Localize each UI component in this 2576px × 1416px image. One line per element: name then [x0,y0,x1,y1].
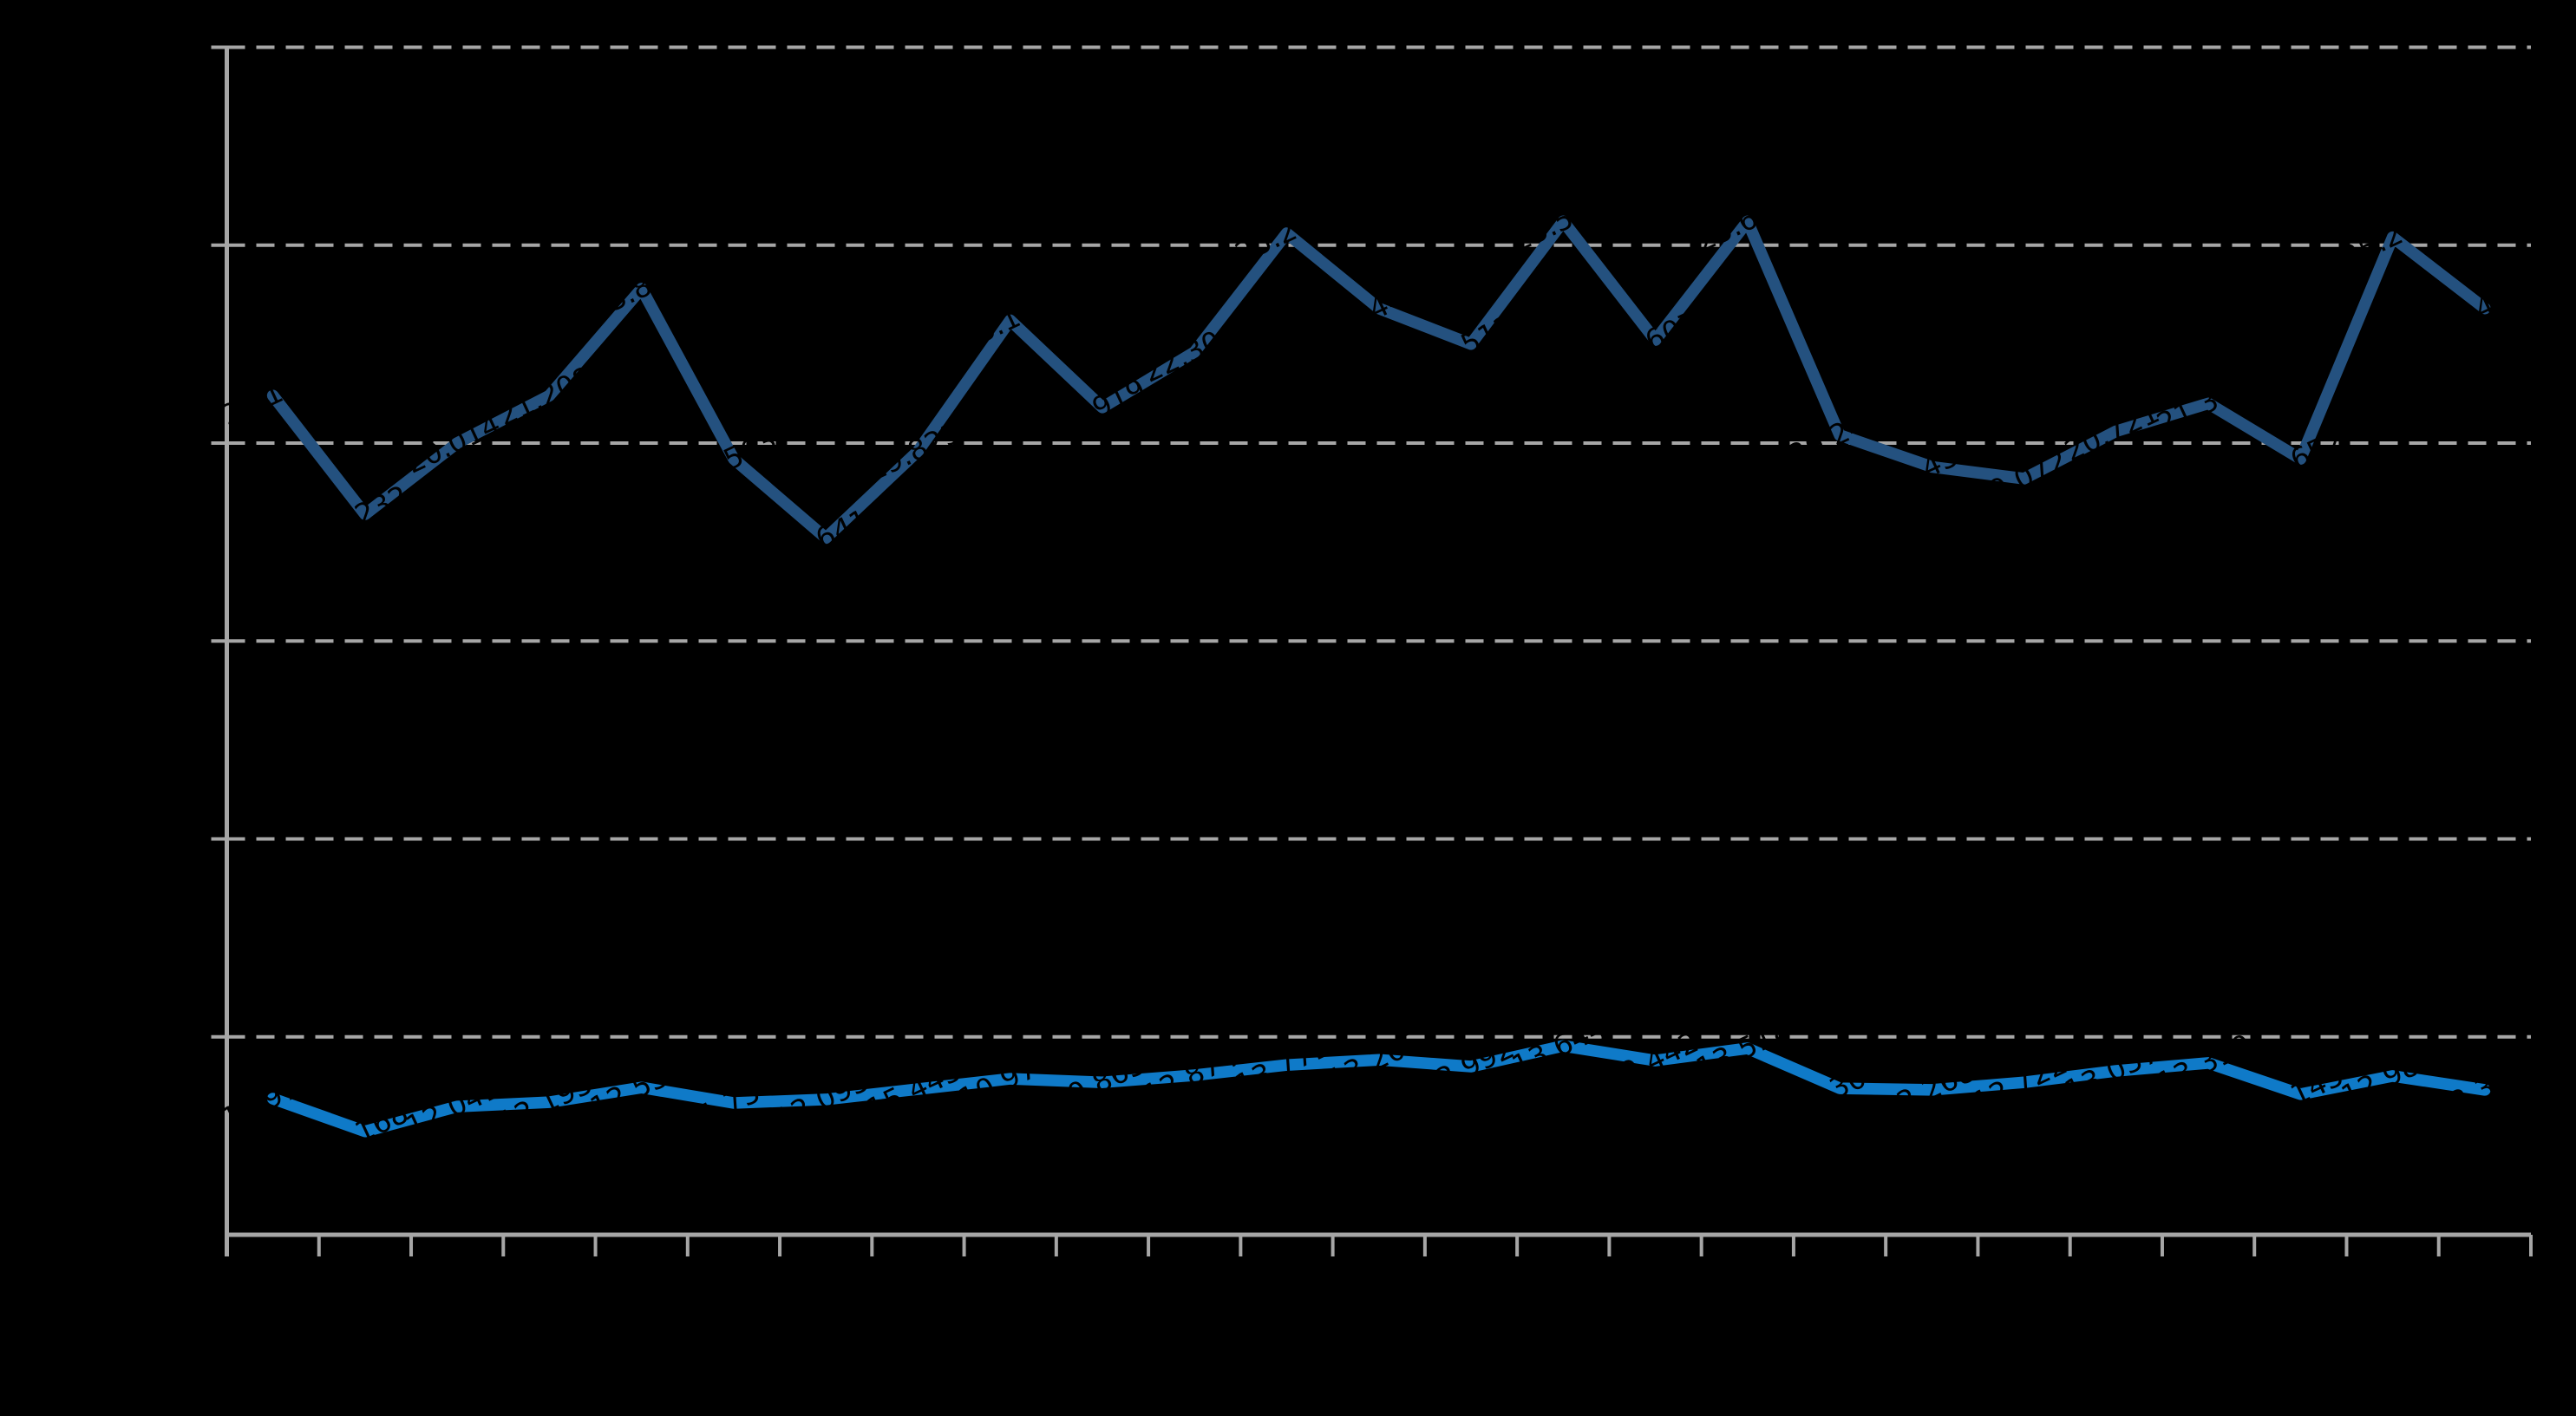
series-line-2 [266,1040,2491,1138]
series-line-1 [266,215,2491,545]
